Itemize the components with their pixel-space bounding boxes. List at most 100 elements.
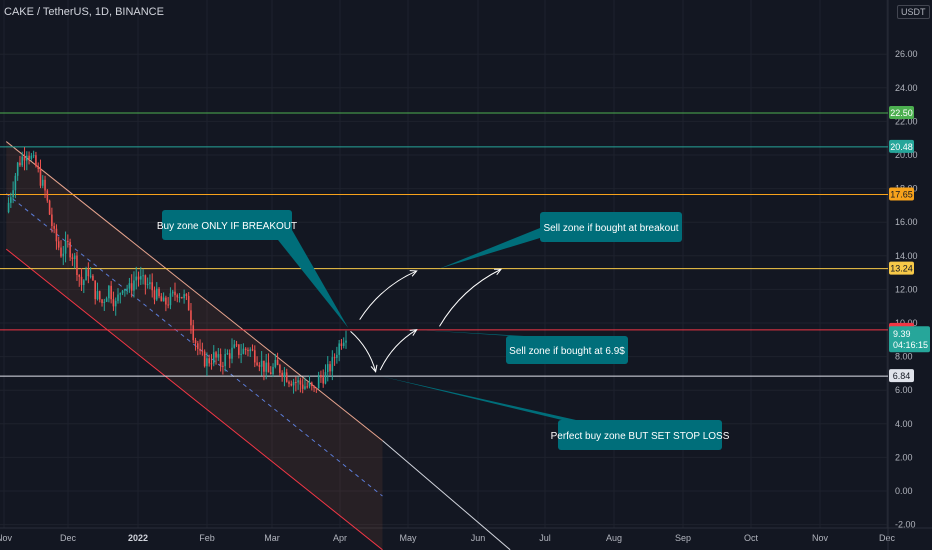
candle-body (274, 359, 277, 367)
candle-body (171, 291, 174, 294)
current-price-label: 9.39 (893, 329, 911, 339)
x-tick-label: Dec (879, 533, 896, 543)
candle-body (16, 162, 19, 176)
x-tick-label: Oct (744, 533, 759, 543)
projection-arrowhead (370, 364, 378, 373)
candle-body (288, 381, 290, 384)
candle-body (228, 353, 231, 359)
callout-text: Perfect buy zone BUT SET STOP LOSS (551, 431, 730, 442)
candle-body (112, 299, 115, 307)
y-tick-label: 4.00 (895, 419, 913, 429)
candle-body (283, 372, 286, 377)
x-tick-label: Aug (606, 533, 622, 543)
candle-body (110, 285, 112, 300)
candle-body (331, 357, 334, 372)
candle-body (265, 362, 267, 372)
candle-body (176, 295, 179, 298)
candle-body (39, 168, 42, 186)
candle-body (85, 269, 87, 281)
level-price-tag (889, 369, 914, 383)
channel-extension-line (382, 440, 511, 550)
callout-text: Sell zone if bought at breakout (543, 223, 678, 234)
channel-mid-line (5, 193, 383, 497)
x-tick-label: Apr (333, 533, 347, 543)
candle-body (304, 386, 306, 389)
candle-body (326, 364, 329, 373)
candle-body (94, 280, 96, 300)
candle-body (76, 255, 78, 276)
candle-body (342, 342, 345, 346)
candle-body (249, 349, 252, 352)
candle-body (30, 155, 33, 159)
x-tick-label: May (399, 533, 417, 543)
level-price-tag (889, 261, 914, 275)
countdown-label: 04:16:15 (893, 340, 928, 350)
x-tick-label: Jul (539, 533, 551, 543)
candle-body (240, 353, 242, 355)
candle-body (336, 354, 338, 358)
currency-badge[interactable]: USDT (897, 5, 930, 19)
candle-body (235, 344, 238, 346)
callout-pointer (439, 228, 540, 269)
candle-body (37, 166, 39, 169)
candle-body (51, 214, 53, 227)
level-price-tag (889, 106, 914, 119)
candle-body (231, 347, 233, 359)
candle-body (14, 175, 17, 191)
level-price-tag (889, 139, 914, 153)
candle-body (62, 253, 65, 257)
candle-body (169, 293, 172, 306)
candle-body (151, 282, 153, 291)
candle-body (329, 364, 331, 372)
candle-body (140, 276, 142, 280)
level-price-label: 6.84 (893, 371, 911, 381)
callout-pointer (278, 230, 349, 329)
chart-title: CAKE / TetherUS, 1D, BINANCE (4, 6, 164, 18)
candle-body (142, 275, 144, 277)
candle-body (57, 241, 60, 248)
candle-body (28, 155, 30, 159)
candle-body (320, 375, 322, 378)
channel-lower-line (5, 248, 383, 550)
candle-body (181, 297, 183, 299)
candle-body (105, 298, 108, 302)
candle-body (192, 325, 195, 341)
candle-body (212, 352, 215, 364)
candle-body (222, 365, 224, 367)
candle-body (308, 382, 311, 387)
projection-arrow (379, 329, 417, 371)
candle-body (315, 387, 318, 389)
candle-body (167, 304, 169, 306)
candle-body (242, 348, 245, 354)
candle-body (124, 289, 126, 291)
candle-body (254, 350, 256, 363)
candle-body (238, 344, 240, 355)
candle-body (108, 285, 110, 299)
candle-body (185, 294, 188, 296)
candle-body (73, 255, 76, 259)
candle-body (345, 340, 347, 343)
candle-body (80, 276, 83, 286)
channel-fill (6, 141, 383, 550)
candle-body (153, 290, 156, 300)
candle-body (226, 353, 229, 355)
candle-body (247, 349, 249, 352)
candle-body (208, 358, 210, 364)
channel-upper-line (5, 141, 383, 441)
candle-body (130, 283, 133, 291)
x-tick-label: Sep (675, 533, 691, 543)
candle-body (338, 343, 340, 355)
candle-body (19, 162, 21, 166)
candle-body (224, 354, 226, 367)
y-tick-label: 8.00 (895, 352, 913, 362)
level-price-tag (889, 187, 914, 201)
x-tick-label: Jun (471, 533, 486, 543)
level-price-label: 13.24 (890, 264, 913, 274)
candle-body (299, 380, 302, 385)
candle-body (295, 382, 297, 384)
candle-body (290, 383, 293, 386)
projection-arrow (359, 270, 417, 320)
y-tick-label: 16.00 (895, 217, 918, 227)
